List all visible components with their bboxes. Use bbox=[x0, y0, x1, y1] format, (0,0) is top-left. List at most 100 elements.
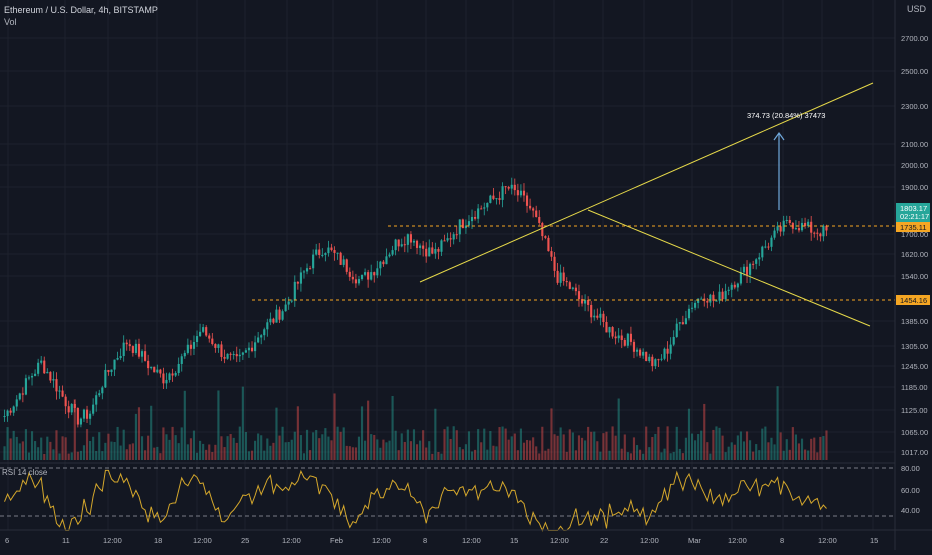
candle-body bbox=[507, 187, 510, 189]
candle-body bbox=[309, 268, 312, 270]
candle-body bbox=[651, 356, 654, 367]
rsi-pane[interactable] bbox=[0, 462, 932, 532]
volume-bar bbox=[110, 441, 113, 460]
candle-body bbox=[495, 198, 498, 200]
volume-bar bbox=[467, 431, 471, 460]
candle-body bbox=[464, 225, 467, 229]
volume-bar bbox=[199, 440, 202, 460]
volume-bar bbox=[125, 449, 128, 460]
candle-body bbox=[626, 333, 629, 346]
volume-bar bbox=[348, 446, 351, 460]
candle-body bbox=[690, 307, 694, 309]
volume-bar bbox=[364, 440, 367, 460]
price-tick: 1017.00 bbox=[901, 448, 928, 457]
volume-bar bbox=[694, 440, 697, 460]
ascending-trendline[interactable] bbox=[419, 82, 874, 283]
candle-body bbox=[3, 416, 6, 418]
current-price-value: 1803.17 bbox=[900, 204, 927, 213]
candle-body bbox=[614, 336, 617, 339]
candle-body bbox=[742, 266, 746, 273]
volume-bar bbox=[153, 447, 156, 460]
candle-body bbox=[174, 372, 177, 376]
volume-bar bbox=[403, 441, 406, 460]
volume-bar bbox=[632, 437, 636, 460]
candle-body bbox=[385, 256, 388, 265]
candle-body bbox=[632, 341, 636, 352]
candle-body bbox=[312, 254, 315, 269]
volume-bar bbox=[9, 438, 12, 460]
candle-body bbox=[217, 344, 220, 348]
candle-body bbox=[794, 228, 797, 230]
time-axis[interactable]: 6 11 12:00 18 12:00 25 12:00 Feb 12:00 8… bbox=[5, 536, 878, 545]
volume-bar bbox=[532, 437, 535, 460]
candle-body bbox=[804, 222, 807, 226]
candle-body bbox=[785, 219, 788, 221]
candle-body bbox=[119, 356, 122, 359]
volume-bar bbox=[6, 427, 9, 460]
candle-body bbox=[159, 369, 162, 374]
volume-bar bbox=[541, 426, 544, 460]
candle-body bbox=[266, 322, 269, 330]
drawings[interactable]: 374.73 (20.84%) 37473 bbox=[252, 82, 895, 327]
volume-bar bbox=[681, 453, 684, 460]
symbol-title[interactable]: Ethereum / U.S. Dollar, 4h, BITSTAMP bbox=[4, 5, 158, 15]
volume-bar bbox=[749, 440, 752, 460]
candle-body bbox=[171, 373, 174, 376]
volume-bar bbox=[804, 449, 807, 460]
volume-bar bbox=[797, 443, 801, 460]
candle-body bbox=[660, 358, 663, 360]
volume-bar bbox=[745, 431, 749, 460]
volume-bar bbox=[79, 450, 82, 460]
volume-bar bbox=[238, 426, 241, 460]
candle-body bbox=[134, 343, 137, 353]
candle-body bbox=[681, 322, 684, 325]
candle-body bbox=[807, 221, 810, 226]
volume-bar bbox=[205, 449, 208, 460]
candle-body bbox=[620, 335, 623, 341]
volume-bar bbox=[287, 441, 290, 460]
rsi-line bbox=[4, 469, 827, 532]
volume-bar bbox=[397, 450, 400, 460]
candle-body bbox=[382, 261, 385, 265]
volume-bar bbox=[516, 450, 519, 460]
candle-body bbox=[565, 281, 568, 283]
volume-bar bbox=[385, 442, 388, 460]
volume-bar bbox=[82, 445, 86, 460]
price-tick: 1305.00 bbox=[901, 342, 928, 351]
candle-body bbox=[568, 282, 571, 289]
volume-bar bbox=[373, 434, 376, 460]
candle-body bbox=[492, 195, 495, 199]
currency-label[interactable]: USD bbox=[906, 4, 926, 14]
volume-bar bbox=[425, 447, 428, 460]
volume-bar bbox=[254, 440, 257, 460]
price-axis[interactable]: 2700.00 2500.00 2300.00 2100.00 2000.00 … bbox=[894, 0, 930, 550]
time-tick: 8 bbox=[423, 536, 427, 545]
candle-body bbox=[113, 359, 116, 370]
candle-body bbox=[272, 318, 275, 323]
volume-bar bbox=[49, 441, 52, 460]
descending-trendline[interactable] bbox=[587, 209, 871, 327]
candle-body bbox=[284, 304, 287, 312]
volume-bar bbox=[391, 395, 394, 460]
volume-bar bbox=[611, 426, 614, 460]
volume-bar bbox=[455, 430, 458, 460]
candle-body bbox=[373, 272, 376, 276]
volume-bar bbox=[58, 453, 61, 460]
volume-bar bbox=[483, 428, 486, 460]
volume-bar bbox=[501, 426, 504, 460]
candle-body bbox=[694, 302, 697, 308]
candle-body bbox=[587, 299, 590, 305]
rsi-indicator-label[interactable]: RSI 14 close bbox=[2, 468, 48, 477]
volume-indicator-label[interactable]: Vol bbox=[4, 17, 17, 27]
candle-body bbox=[745, 266, 749, 275]
candle-body bbox=[761, 246, 764, 258]
volume-bar bbox=[214, 444, 217, 460]
volume-bar bbox=[684, 437, 687, 460]
volume-bar bbox=[654, 433, 657, 460]
candle-body bbox=[110, 369, 113, 373]
volume-bar bbox=[275, 407, 278, 460]
volume-bar bbox=[767, 442, 770, 460]
volume-bar bbox=[400, 433, 403, 460]
